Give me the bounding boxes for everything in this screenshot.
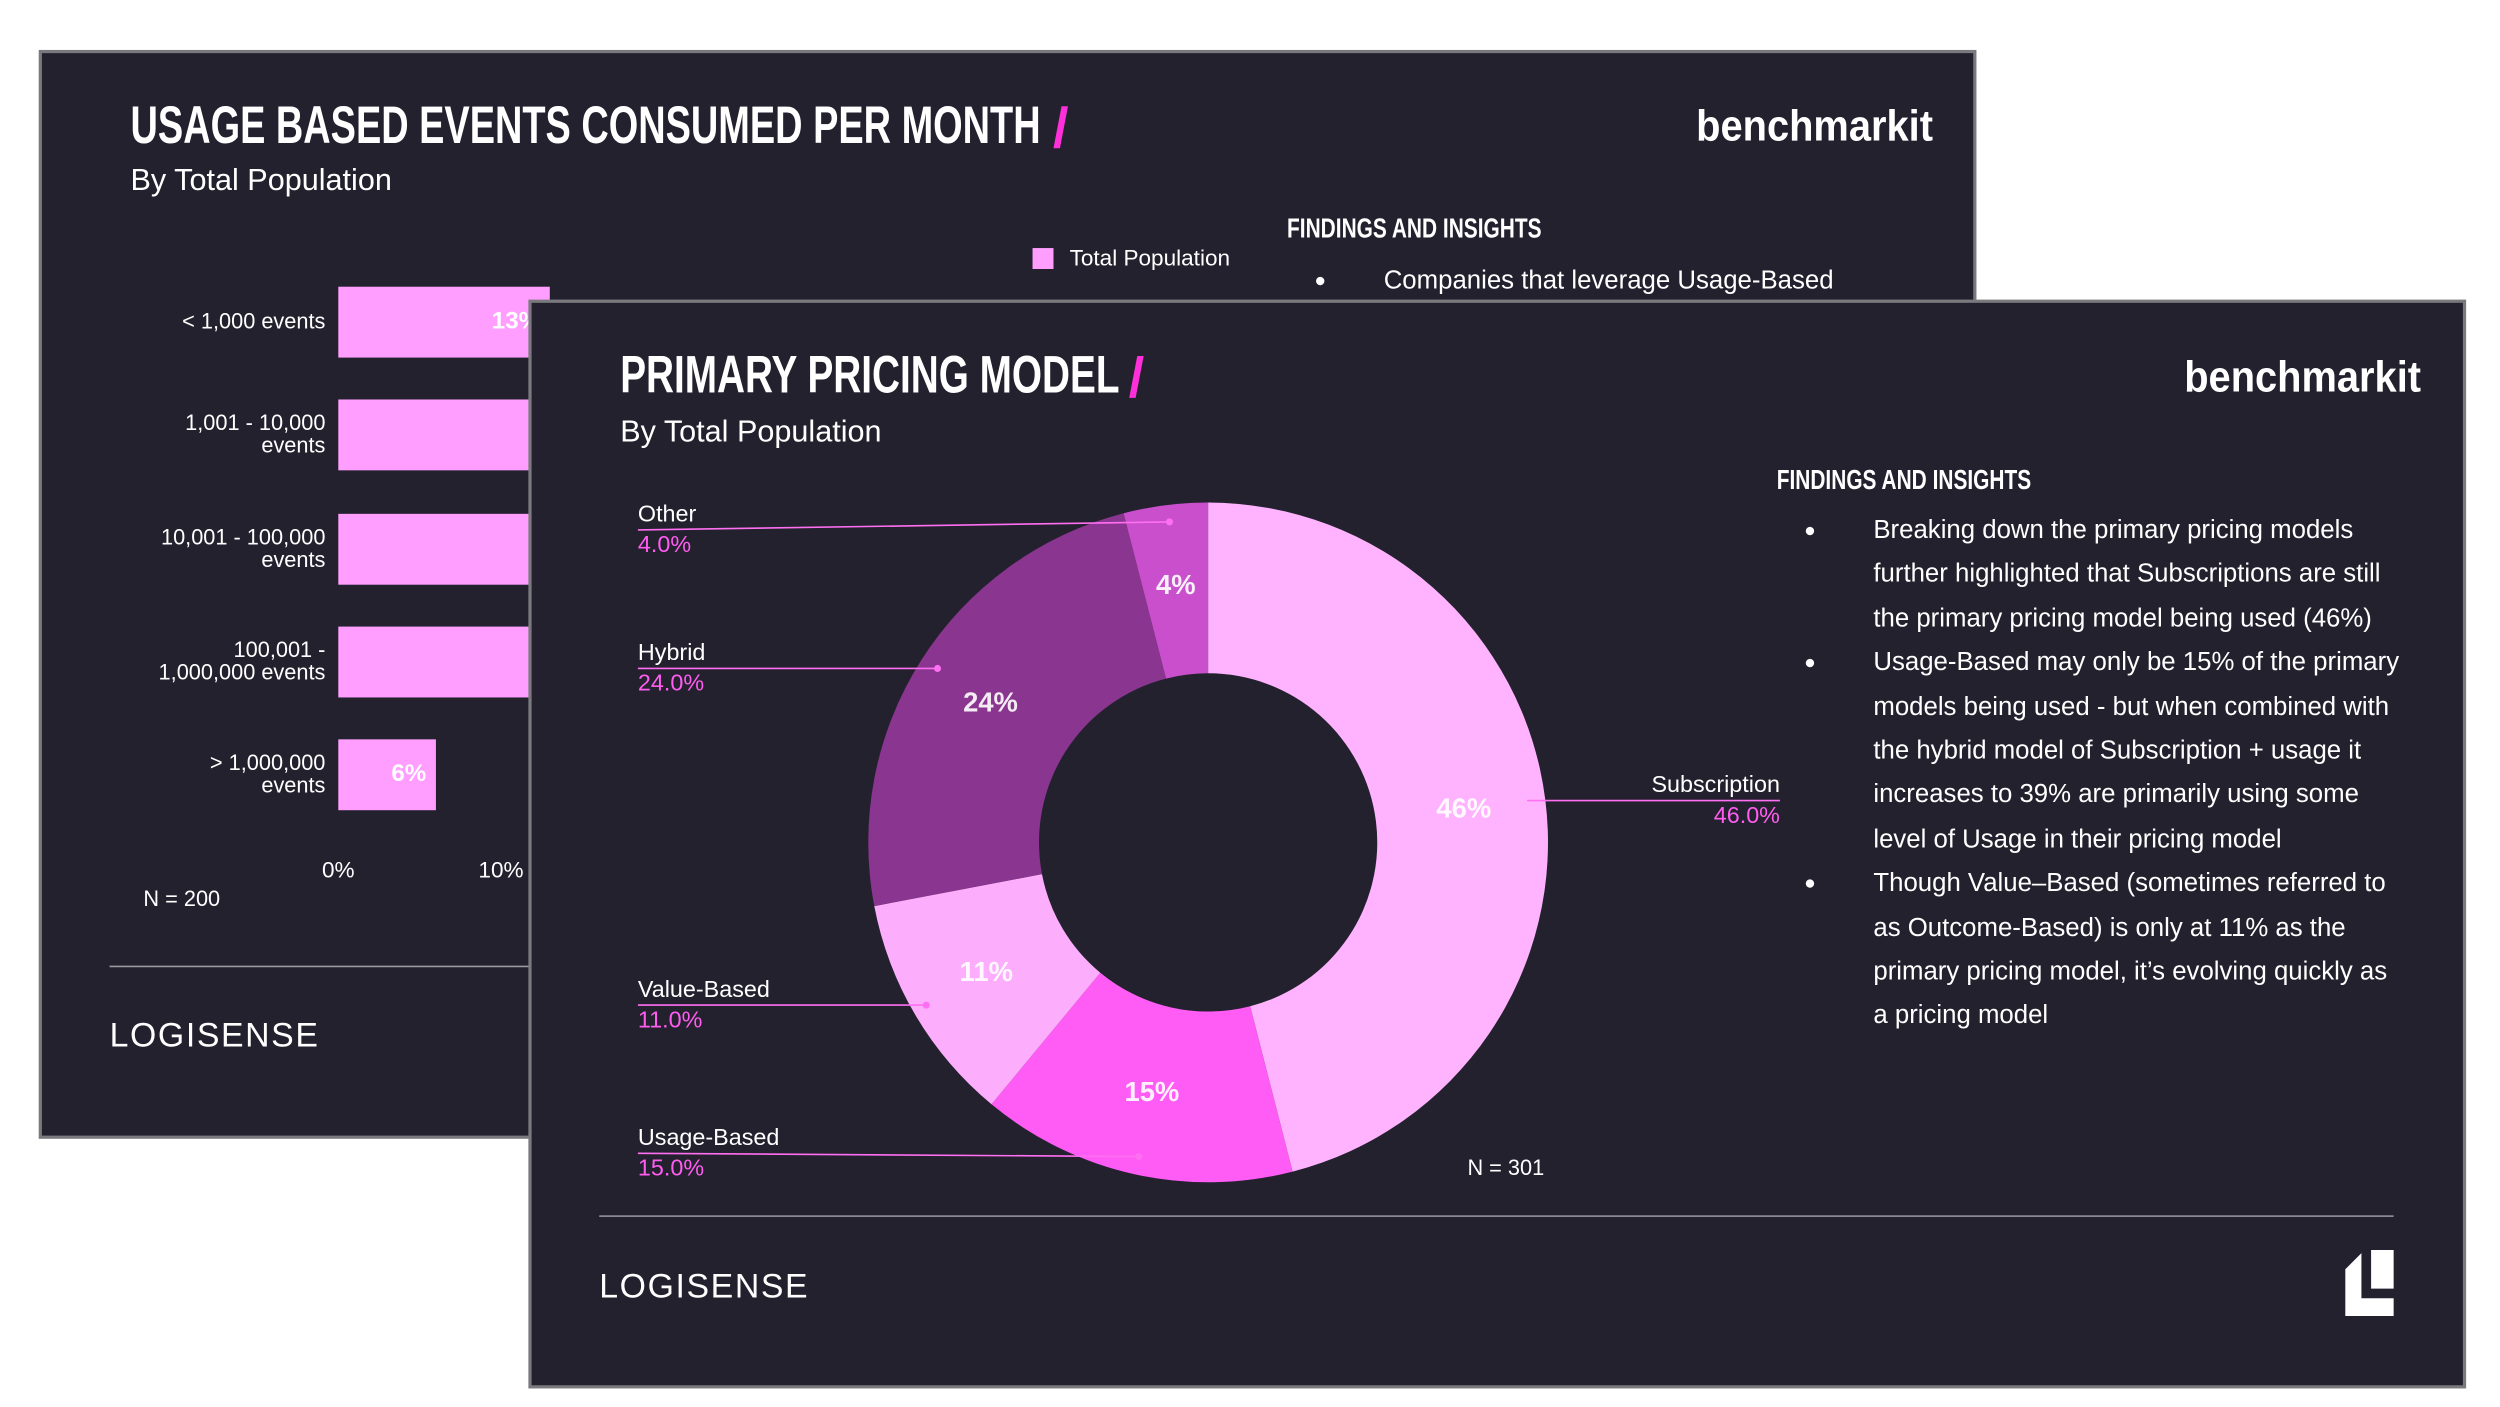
category-label: Subscription [1651,771,1779,797]
slice-label: 4% [1156,569,1196,600]
category-text: < 1,000 events [182,309,326,334]
slice-label: 46% [1436,792,1491,823]
findings-title: FINDINGS AND INSIGHTS [1777,464,2032,495]
x-tick-label: 10% [478,857,523,882]
legend-label: Total Population [1070,245,1230,270]
leader-dot [1135,1152,1143,1161]
category-label: Other [638,501,697,527]
bar-value-label: 6% [391,760,426,787]
finding-bullet: Usage-Based may only be 15% of the prima… [1777,641,2405,862]
legend-swatch [1032,248,1054,269]
slice-label: 15% [1125,1076,1180,1107]
donut-slice [1123,502,1209,679]
findings-list: Breaking down the primary pricing models… [1777,509,2405,1039]
category-label: 100,001 - 1,000,000 events [158,637,326,685]
brand-logo: benchmarkit [1696,102,1933,150]
finding-bullet: Breaking down the primary pricing models… [1777,509,2405,641]
sample-note: N = 301 [1467,1155,1544,1180]
findings: Breaking down the primary pricing models… [1777,509,2405,1153]
category-label: < 1,000 events [182,309,326,334]
value-label: 24.0% [638,670,704,696]
leader-dot [933,664,942,673]
x-tick-label: 0% [322,857,355,882]
category-label: Usage-Based [638,1124,779,1150]
brand-logo: benchmarkit [2184,354,2421,402]
slice-label: 11% [960,956,1013,987]
category-text: 100,001 - 1,000,000 events [158,637,326,685]
finding-bullet: Though Value–Based (sometimes referred t… [1777,862,2405,1039]
value-label: 15.0% [638,1155,704,1181]
category-text: 1,001 - 10,000 events [185,410,326,458]
leader-line [637,521,1170,531]
category-label: Value-Based [638,976,770,1002]
value-label: 11.0% [638,1006,702,1032]
title-slash [1053,106,1068,149]
value-label: 46.0% [1714,802,1780,828]
category-label: 1,001 - 10,000 events [185,410,326,458]
slice-label: 24% [963,687,1018,718]
slide-subtitle: By Total Population [131,163,392,197]
donut-slice [868,513,1167,907]
corner-logo [2345,1249,2394,1316]
findings: Companies that leverage Usage-Based [1287,259,1964,307]
slide-subtitle: By Total Population [620,414,881,448]
donut-slice [874,874,1101,1105]
category-text: 10,001 - 100,000 events [160,525,326,572]
category-label: Hybrid [638,639,705,665]
findings-title: FINDINGS AND INSIGHTS [1287,213,1542,244]
findings-list: Companies that leverage Usage-Based [1287,259,1964,304]
finding-bullet: Companies that leverage Usage-Based [1287,259,1964,304]
footer-brand: LOGISENSE [599,1268,809,1306]
sample-note: N = 200 [143,886,220,911]
title-slash [1129,355,1144,398]
footer-brand: LOGISENSE [110,1016,320,1054]
slide-title: PRIMARY PRICING MODEL [620,346,1119,405]
bar [338,286,550,358]
category-text: > 1,000,000 events [209,750,326,798]
leader-dot [1165,518,1174,526]
bar [338,739,436,811]
slide-title: USAGE BASED EVENTS CONSUMED PER MONTH [131,96,1041,155]
leader-dot [922,1001,930,1009]
donut-slice [1208,502,1548,1172]
category-label: 10,001 - 100,000 events [160,525,326,572]
donut-slice [991,972,1293,1183]
slide-front: PRIMARY PRICING MODEL By Total Populatio… [530,301,2465,1387]
value-label: 4.0% [638,531,691,557]
leader-line [637,1152,1139,1158]
category-label: > 1,000,000 events [209,750,326,798]
